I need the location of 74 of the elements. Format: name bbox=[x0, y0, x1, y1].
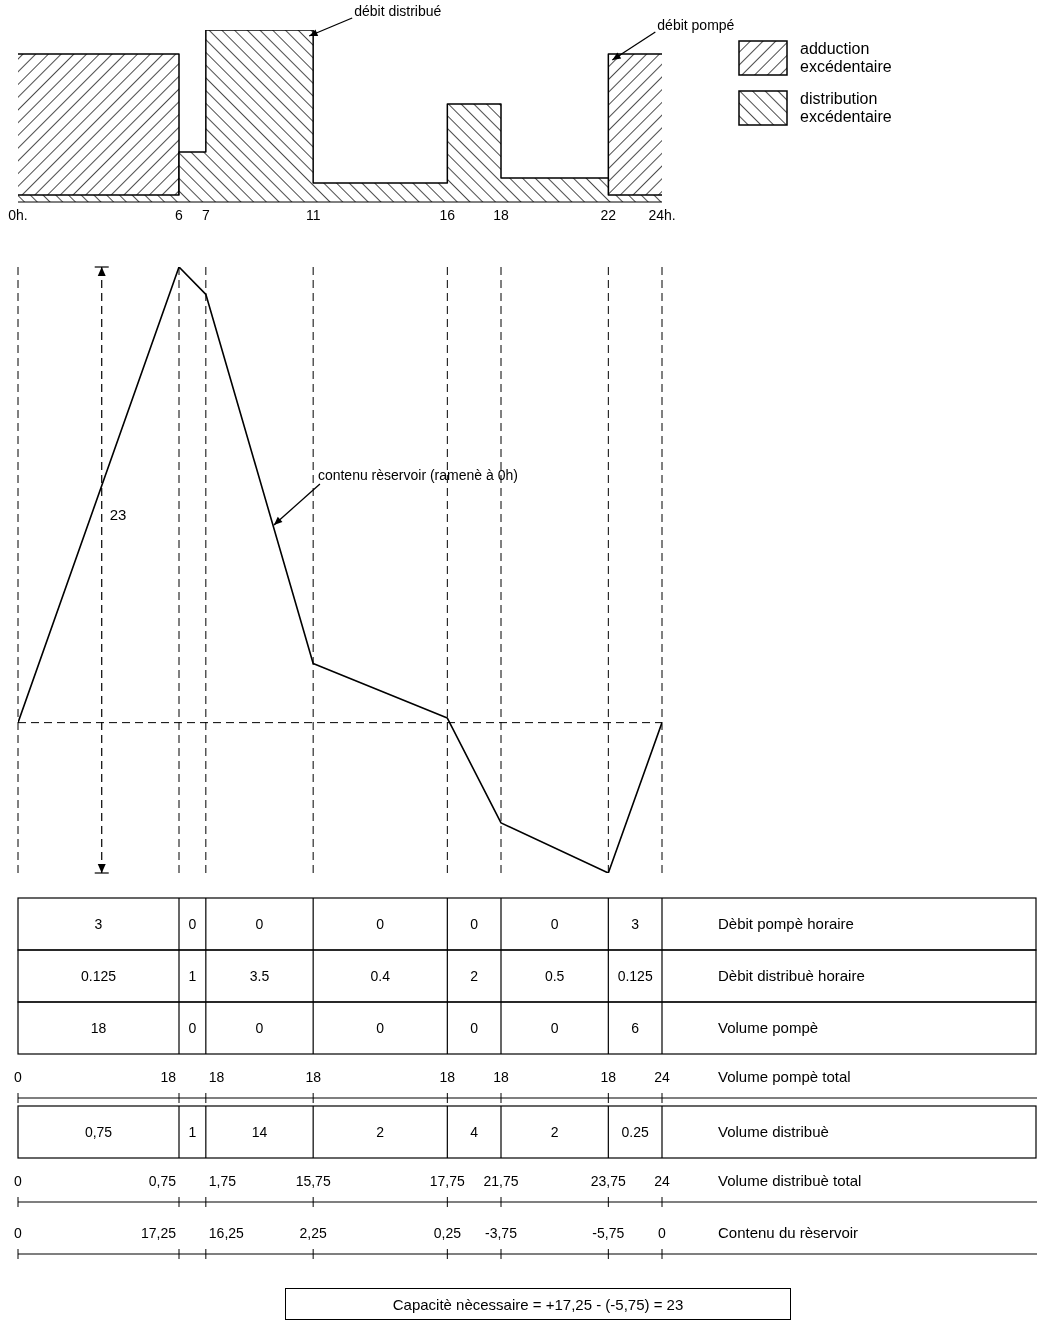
category-label: Volume distribuè total bbox=[718, 1172, 862, 1189]
text: 3 bbox=[94, 916, 103, 932]
text: 15,75 bbox=[295, 1173, 331, 1189]
category-label: Volume pompè bbox=[718, 1019, 819, 1036]
text: 0,75 bbox=[84, 1124, 113, 1140]
x-tick-label: 18 bbox=[493, 206, 509, 223]
text: 17,25 bbox=[140, 1225, 176, 1241]
text: 3.5 bbox=[249, 968, 270, 984]
text: 2 bbox=[376, 1124, 385, 1140]
text: -3,75 bbox=[485, 1225, 517, 1241]
text: 0 bbox=[376, 1020, 385, 1036]
text: 1,75 bbox=[208, 1173, 237, 1189]
text: 18 bbox=[208, 1069, 225, 1085]
text: 4 bbox=[470, 1124, 479, 1140]
legend-label: distribution excédentaire bbox=[800, 90, 893, 126]
text: 18 bbox=[439, 1069, 456, 1085]
legend-label: adduction excédentaire bbox=[800, 40, 893, 76]
x-tick-label: 11 bbox=[305, 206, 321, 223]
text: 0 bbox=[255, 1020, 264, 1036]
text: 6 bbox=[631, 1020, 640, 1036]
text: débit distribué bbox=[354, 3, 442, 19]
category-label: Dèbit pompè horaire bbox=[718, 915, 854, 932]
text: Capacitè nècessaire = +17,25 - (-5,75) = 23 bbox=[285, 1288, 791, 1320]
text: 24 bbox=[654, 1173, 670, 1189]
text: 0 bbox=[550, 916, 559, 932]
text: 0 bbox=[188, 1020, 197, 1036]
text: 2,25 bbox=[299, 1225, 327, 1241]
category-label: Volume distribuè bbox=[718, 1123, 829, 1140]
x-tick-label: 0h. bbox=[8, 206, 28, 223]
text: 2 bbox=[470, 968, 479, 984]
text: 23,75 bbox=[590, 1173, 626, 1189]
annotation: contenu rèservoir (ramenè à 0h) bbox=[317, 467, 518, 484]
category-label: Volume pompè total bbox=[718, 1068, 851, 1085]
text: 0.25 bbox=[621, 1124, 649, 1140]
text: 0 bbox=[470, 1020, 479, 1036]
text: 17,75 bbox=[429, 1173, 465, 1189]
text: 18 bbox=[493, 1069, 509, 1085]
x-tick-label: 6 bbox=[175, 206, 184, 223]
text: 0.125 bbox=[80, 968, 117, 984]
x-tick-label: 24h. bbox=[648, 206, 676, 223]
text: 21,75 bbox=[483, 1173, 519, 1189]
text: 1 bbox=[188, 968, 197, 984]
text: 0 bbox=[14, 1069, 22, 1085]
text: 0.4 bbox=[370, 968, 390, 984]
annotation: 23 bbox=[109, 506, 127, 523]
text: 0 bbox=[470, 916, 479, 932]
text: 0.5 bbox=[544, 968, 565, 984]
text: 0 bbox=[658, 1225, 666, 1241]
text: 14 bbox=[251, 1124, 268, 1140]
text: 18 bbox=[600, 1069, 617, 1085]
text: 0.125 bbox=[617, 968, 653, 984]
x-tick-label: 16 bbox=[439, 206, 456, 223]
text: -5,75 bbox=[592, 1225, 625, 1241]
text: 16,25 bbox=[208, 1225, 244, 1241]
text: 0,75 bbox=[148, 1173, 176, 1189]
text: 2 bbox=[550, 1124, 559, 1140]
category-label: Contenu du rèservoir bbox=[718, 1224, 859, 1241]
text: 1 bbox=[188, 1124, 197, 1140]
text: 0 bbox=[14, 1173, 22, 1189]
annotation: débit pompé bbox=[657, 17, 735, 34]
text: 18 bbox=[160, 1069, 176, 1085]
category-label: Dèbit distribuè horaire bbox=[718, 967, 865, 984]
text: 0,25 bbox=[433, 1225, 461, 1241]
x-tick-label: 22 bbox=[600, 206, 617, 223]
text: 0 bbox=[255, 916, 264, 932]
text: 18 bbox=[305, 1069, 321, 1085]
text: 0 bbox=[550, 1020, 559, 1036]
text: 0 bbox=[14, 1225, 22, 1241]
x-tick-label: 7 bbox=[201, 206, 210, 223]
text: 18 bbox=[90, 1020, 107, 1036]
text: 0 bbox=[188, 916, 197, 932]
text: 0 bbox=[376, 916, 385, 932]
text: 24 bbox=[654, 1069, 670, 1085]
text: 3 bbox=[631, 916, 640, 932]
